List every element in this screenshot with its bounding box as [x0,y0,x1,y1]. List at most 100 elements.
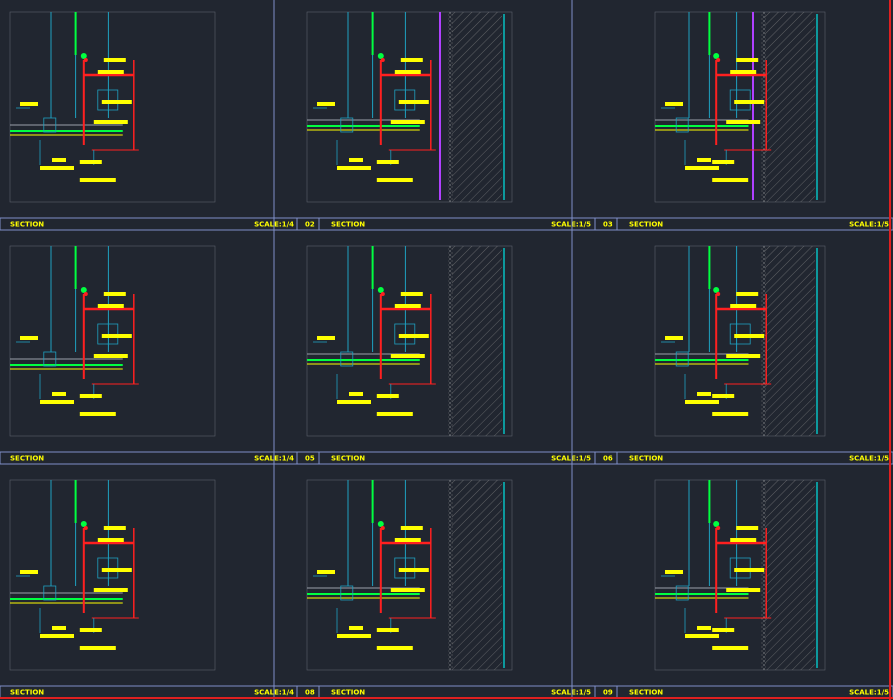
cad-rect [448,12,453,202]
cad-node [80,53,87,59]
cad-rect [103,526,126,530]
cad-rect [736,526,759,530]
cad-rect [452,246,502,436]
cad-rect [97,304,124,308]
cad-rect [761,480,766,670]
cad-rect [337,400,371,404]
cad-rect [400,292,423,296]
cad-rect [734,568,765,572]
panel-scale: SCALE:1/5 [849,221,889,229]
cad-rect [394,70,421,74]
cad-rect [376,412,413,416]
drawing-panel: 08 SECTION SCALE:1/5 [296,479,596,699]
panel-number: 06 [603,455,613,463]
cad-rect [734,100,765,104]
cad-node [83,292,88,296]
cad-node [377,53,384,59]
cad-rect [654,11,826,203]
panel-title: SECTION [10,221,44,229]
cad-rect [340,117,354,133]
cad-node [716,292,721,296]
cad-rect [79,178,116,182]
panel-scale: SCALE:1/5 [551,221,591,229]
cad-rect [675,585,689,601]
cad-rect [390,354,425,358]
cad-rect [665,570,683,574]
cad-rect [730,304,757,308]
drawing-panel: 09 SECTION SCALE:1/5 [594,479,893,699]
cad-rect [400,58,423,62]
cad-rect [654,479,826,671]
cad-rect [101,568,132,572]
drawing-panel: 05 SECTION SCALE:1/5 [296,245,596,465]
cad-rect [765,12,815,202]
cad-rect [101,334,132,338]
cad-rect [20,102,38,106]
cad-rect [317,336,335,340]
cad-rect [697,392,711,396]
cad-rect [43,351,57,367]
cad-rect [43,585,57,601]
cad-rect [448,246,453,436]
cad-rect [9,479,216,671]
panel-number: 02 [305,221,315,229]
cad-rect [103,58,126,62]
panel-title: SECTION [331,689,365,697]
cad-node [716,526,721,530]
cad-rect [712,628,735,632]
panel-scale: SCALE:1/5 [849,689,889,697]
panel-title: SECTION [10,689,44,697]
cad-rect [20,570,38,574]
drawing-panel: 06 SECTION SCALE:1/5 [594,245,893,465]
cad-rect [712,646,749,650]
cad-rect [736,58,759,62]
cad-rect [448,480,453,670]
cad-rect [398,334,429,338]
cad-node [80,521,87,527]
cad-rect [390,120,425,124]
cad-rect [452,480,502,670]
drawing-panel: 02 SECTION SCALE:1/5 [296,11,596,231]
cad-rect [726,354,761,358]
cad-rect [93,354,128,358]
cad-rect [40,634,74,638]
panel-number: 03 [603,221,613,229]
cad-node [713,521,720,527]
cad-rect [340,351,354,367]
cad-node [713,287,720,293]
cad-rect [376,160,399,164]
cad-rect [712,160,735,164]
cad-rect [340,585,354,601]
cad-rect [93,588,128,592]
panel-title: SECTION [629,689,663,697]
cad-node [380,58,385,62]
cad-rect [394,304,421,308]
cad-rect [712,412,749,416]
cad-rect [306,479,513,671]
cad-rect [761,246,766,436]
cad-rect [40,400,74,404]
cad-rect [349,626,363,630]
cad-rect [398,568,429,572]
cad-node [80,287,87,293]
cad-node [716,58,721,62]
cad-rect [52,392,66,396]
cad-rect [712,394,735,398]
cad-node [380,292,385,296]
cad-rect [685,634,719,638]
cad-rect [761,12,766,202]
cad-rect [400,526,423,530]
cad-rect [349,158,363,162]
cad-rect [675,117,689,133]
cad-rect [317,102,335,106]
cad-rect [394,538,421,542]
cad-rect [675,351,689,367]
cad-rect [97,538,124,542]
cad-rect [52,158,66,162]
panel-title: SECTION [629,455,663,463]
cad-rect [376,394,399,398]
cad-rect [452,12,502,202]
cad-rect [40,166,74,170]
